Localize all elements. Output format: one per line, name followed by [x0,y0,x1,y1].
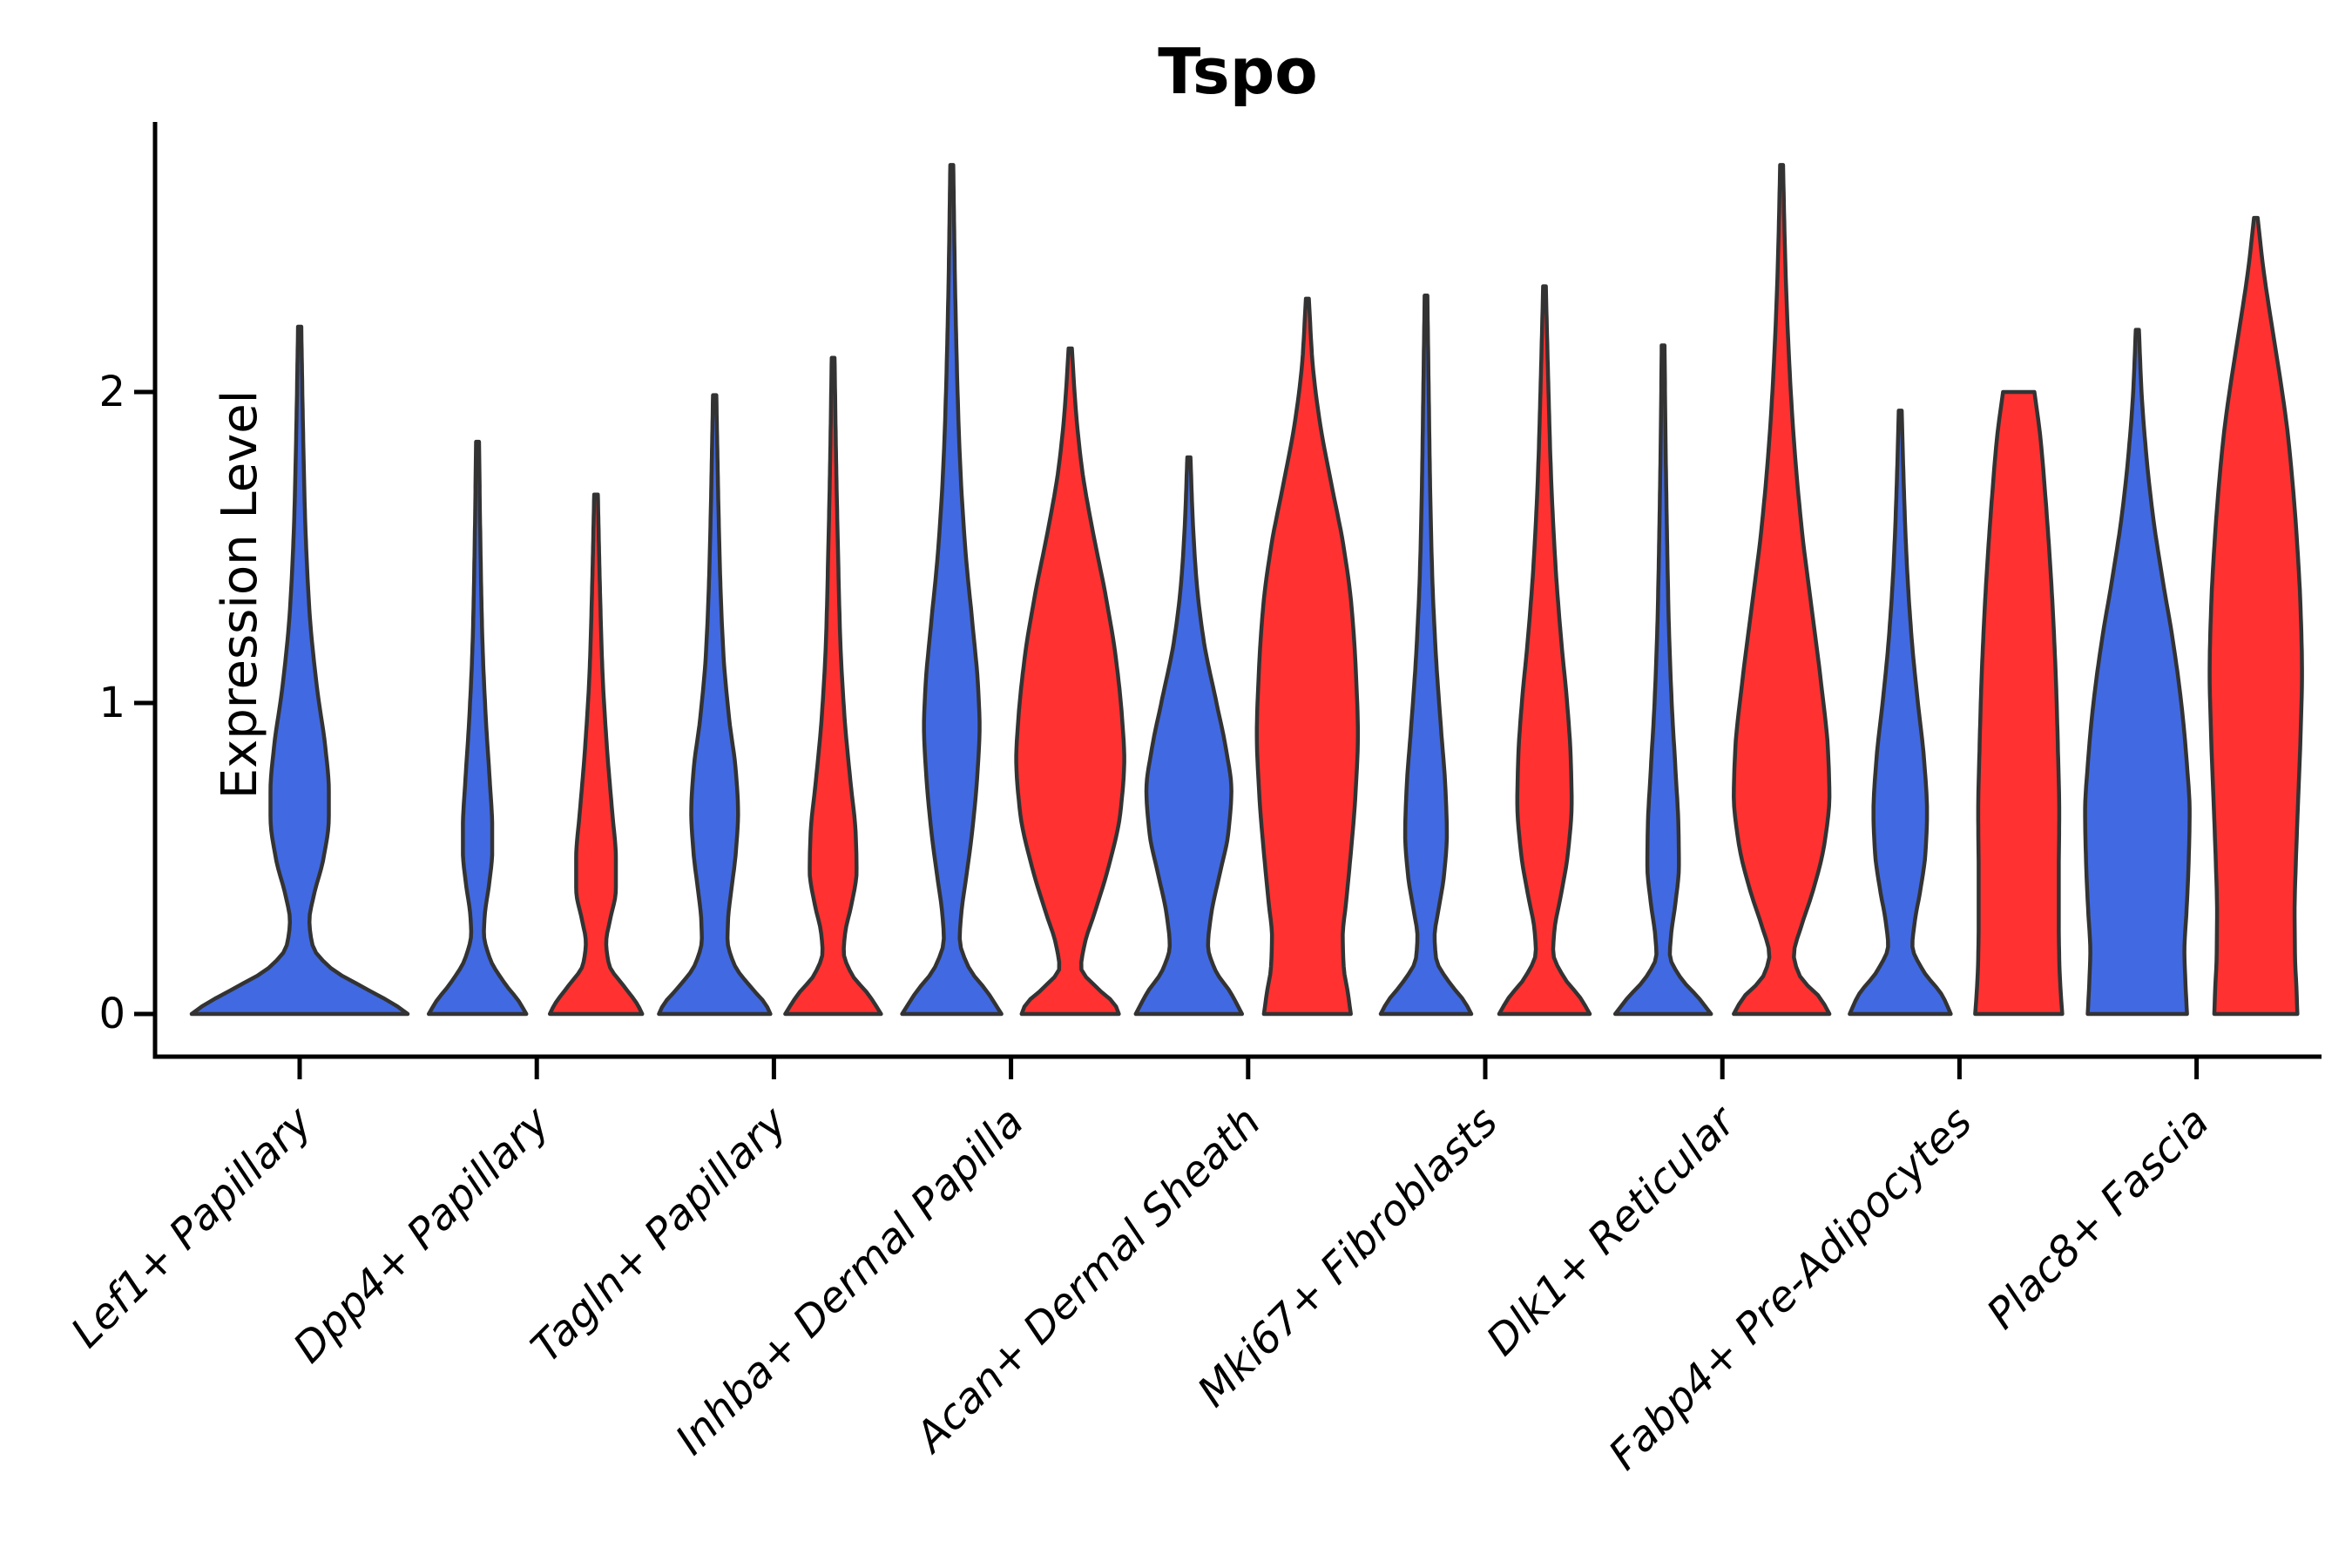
y-tick-label-0: 0 [98,990,125,1038]
violin-dlk1-reticular-blue [1612,343,1713,1017]
violin-inhba-dermal-papilla-blue [900,163,1004,1017]
violin-tagln-papillary-red [783,355,883,1017]
y-tick-label-1: 1 [98,679,125,727]
violin-mki67-fibroblasts-red [1497,284,1592,1017]
violin-dlk1-reticular-red [1732,163,1832,1017]
violin-plac8-fascia-blue [2083,328,2192,1017]
chart-title: Tspo [1158,35,1318,108]
violin-lef1-papillary-blue [189,324,410,1017]
violin-acan-dermal-sheath-red [1254,296,1361,1017]
violin-dpp4-papillary-blue [426,439,529,1017]
violin-fabp4-pre-adipocytes-blue [1848,409,1953,1017]
violin-acan-dermal-sheath-blue [1133,455,1245,1017]
y-axis-label: Expression Level [211,389,268,800]
violin-dpp4-papillary-red [547,492,645,1017]
violin-inhba-dermal-papilla-red [1014,346,1126,1017]
violin-tagln-papillary-blue [657,393,773,1017]
y-tick-label-2: 2 [98,368,125,416]
violin-plac8-fascia-red [2207,215,2304,1017]
violin-fabp4-pre-adipocytes-red [1973,389,2065,1017]
violin-mki67-fibroblasts-blue [1378,294,1474,1017]
